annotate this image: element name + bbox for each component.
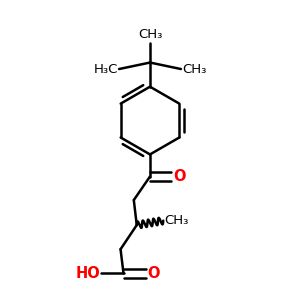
Text: O: O <box>173 169 185 184</box>
Text: HO: HO <box>75 266 100 281</box>
Text: O: O <box>147 266 160 281</box>
Text: CH₃: CH₃ <box>182 62 206 76</box>
Text: H₃C: H₃C <box>94 62 118 76</box>
Text: CH₃: CH₃ <box>165 214 189 227</box>
Text: CH₃: CH₃ <box>138 28 162 41</box>
